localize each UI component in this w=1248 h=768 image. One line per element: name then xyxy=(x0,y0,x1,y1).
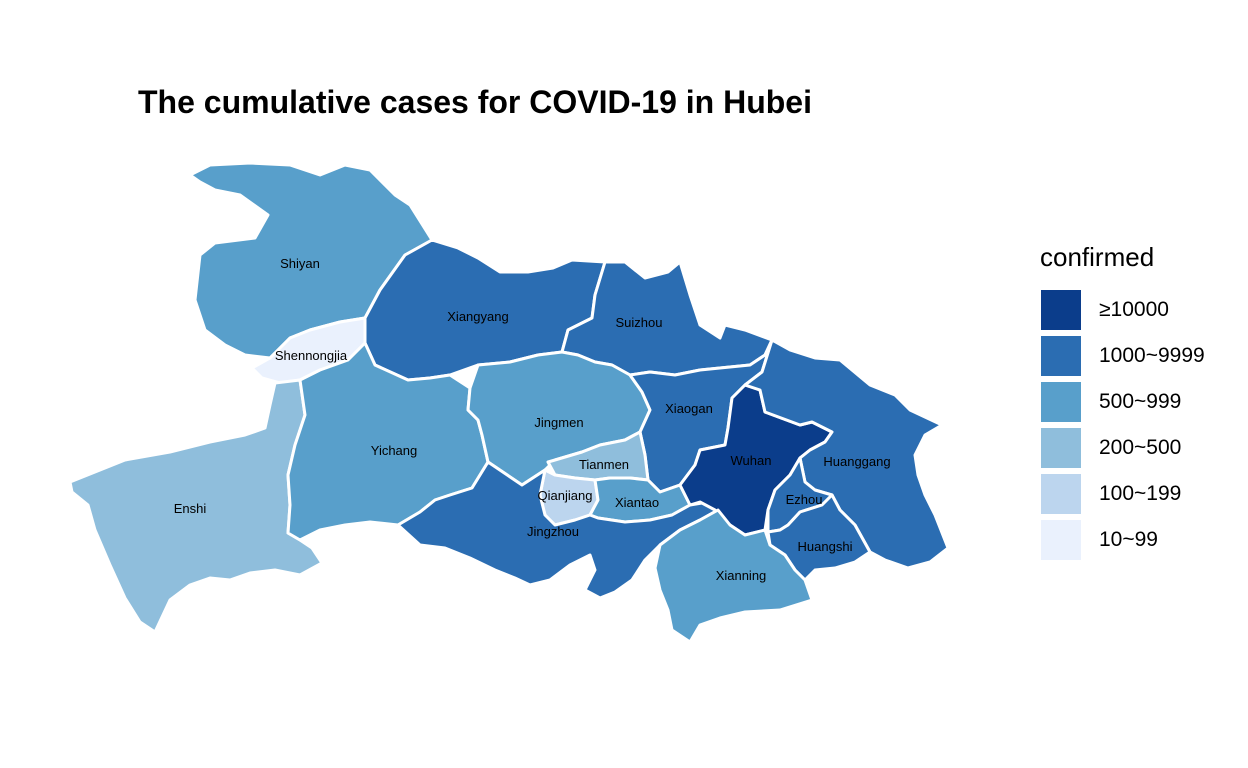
legend-item: ≥10000 xyxy=(1040,287,1205,333)
legend-swatch xyxy=(1040,427,1082,469)
legend-label: 10~99 xyxy=(1099,528,1158,551)
legend-label: 200~500 xyxy=(1099,436,1182,459)
label-xiantao: Xiantao xyxy=(615,495,659,510)
label-xiangyang: Xiangyang xyxy=(447,309,508,324)
map-title: The cumulative cases for COVID-19 in Hub… xyxy=(138,84,812,120)
legend-item: 200~500 xyxy=(1040,425,1205,471)
label-tianmen: Tianmen xyxy=(579,457,629,472)
label-jingmen: Jingmen xyxy=(534,415,583,430)
legend-swatch xyxy=(1040,473,1082,515)
legend-title: confirmed xyxy=(1040,242,1155,272)
label-huangshi: Huangshi xyxy=(798,539,853,554)
legend: confirmed ≥10000 1000~9999 500~999 200~5… xyxy=(1040,242,1205,563)
legend-item: 100~199 xyxy=(1040,471,1205,517)
region-xianning xyxy=(653,508,814,644)
label-yichang: Yichang xyxy=(371,443,418,458)
legend-item: 500~999 xyxy=(1040,379,1205,425)
region-enshi xyxy=(68,378,324,634)
legend-label: 1000~9999 xyxy=(1099,344,1205,367)
legend-item: 10~99 xyxy=(1040,517,1205,563)
label-enshi: Enshi xyxy=(174,501,207,516)
legend-item: 1000~9999 xyxy=(1040,333,1205,379)
label-wuhan: Wuhan xyxy=(731,453,772,468)
legend-swatch xyxy=(1040,381,1082,423)
legend-label: 100~199 xyxy=(1099,482,1182,505)
legend-swatch xyxy=(1040,289,1082,331)
legend-swatch xyxy=(1040,335,1082,377)
region-huanggang xyxy=(743,338,950,570)
label-xiaogan: Xiaogan xyxy=(665,401,713,416)
label-huanggang: Huanggang xyxy=(823,454,890,469)
legend-label: 500~999 xyxy=(1099,390,1182,413)
label-qianjiang: Qianjiang xyxy=(538,488,593,503)
legend-label: ≥10000 xyxy=(1099,298,1169,321)
legend-swatch xyxy=(1040,519,1082,561)
label-jingzhou: Jingzhou xyxy=(527,524,579,539)
label-ezhou: Ezhou xyxy=(786,492,823,507)
label-shiyan: Shiyan xyxy=(280,256,320,271)
label-shennongjia: Shennongjia xyxy=(275,348,348,363)
hubei-choropleth-map: Shiyan Xiangyang Suizhou Shennongjia Ens… xyxy=(68,161,950,644)
label-xianning: Xianning xyxy=(716,568,767,583)
label-suizhou: Suizhou xyxy=(616,315,663,330)
